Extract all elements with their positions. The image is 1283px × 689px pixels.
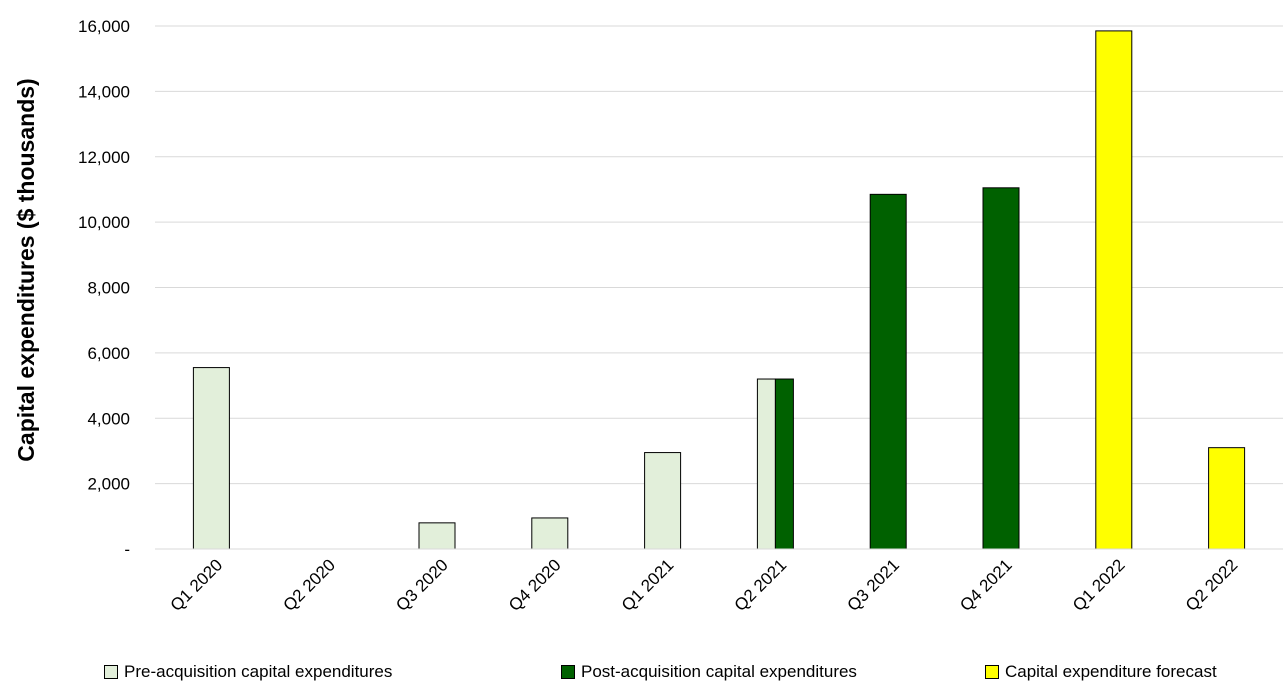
x-tick-label: Q1 2022: [1069, 555, 1129, 615]
legend-item-forecast: Capital expenditure forecast: [985, 662, 1217, 682]
gridlines: [155, 25, 1283, 485]
y-tick-label: 10,000: [78, 213, 130, 232]
legend-label-pre-acquisition: Pre-acquisition capital expenditures: [124, 662, 393, 681]
bar-forecast: [1095, 30, 1133, 550]
y-tick-label: 2,000: [87, 475, 130, 494]
bars: [192, 30, 1246, 550]
bar-post-acquisition: [869, 193, 907, 550]
y-tick-label: -: [124, 540, 130, 559]
bar-pre-acquisition: [756, 378, 776, 550]
legend-label-post-acquisition: Post-acquisition capital expenditures: [581, 662, 857, 681]
x-tick-label: Q1 2020: [167, 555, 227, 615]
bar-pre-acquisition: [418, 522, 456, 550]
x-tick-label: Q4 2021: [956, 555, 1016, 615]
x-tick-label: Q3 2021: [843, 555, 903, 615]
x-tick-label: Q1 2021: [618, 555, 678, 615]
y-tick-label: 4,000: [87, 409, 130, 428]
legend-swatch-post-acquisition: [561, 665, 575, 679]
bar-pre-acquisition: [644, 452, 682, 550]
bar-post-acquisition: [774, 378, 794, 550]
legend-swatch-forecast: [985, 665, 999, 679]
legend-swatch-pre-acquisition: [104, 665, 118, 679]
legend: Pre-acquisition capital expenditures Pos…: [0, 662, 1283, 686]
y-tick-label: 6,000: [87, 344, 130, 363]
bar-pre-acquisition: [531, 517, 569, 550]
y-tick-label: 14,000: [78, 82, 130, 101]
legend-label-forecast: Capital expenditure forecast: [1005, 662, 1217, 681]
legend-item-post-acquisition: Post-acquisition capital expenditures: [561, 662, 857, 682]
bar-forecast: [1208, 447, 1246, 550]
x-tick-label: Q4 2020: [505, 555, 565, 615]
x-axis-ticks: Q1 2020 Q2 2020 Q3 2020 Q4 2020 Q1 2021 Q2 20…: [167, 555, 1242, 615]
y-tick-label: 16,000: [78, 17, 130, 36]
y-axis-label: Capital expenditures ($ thousands): [13, 78, 39, 461]
legend-item-pre-acquisition: Pre-acquisition capital expenditures: [104, 662, 392, 682]
y-tick-label: 8,000: [87, 279, 130, 298]
y-axis-ticks: - 2,000 4,000 6,000 8,000 10,000 12,000 14,000 1…: [78, 17, 130, 559]
y-tick-label: 12,000: [78, 148, 130, 167]
x-tick-label: Q2 2022: [1182, 555, 1242, 615]
x-tick-label: Q2 2021: [731, 555, 791, 615]
x-tick-label: Q2 2020: [279, 555, 339, 615]
bar-post-acquisition: [982, 187, 1020, 550]
x-tick-label: Q3 2020: [392, 555, 452, 615]
bar-pre-acquisition: [192, 367, 230, 550]
